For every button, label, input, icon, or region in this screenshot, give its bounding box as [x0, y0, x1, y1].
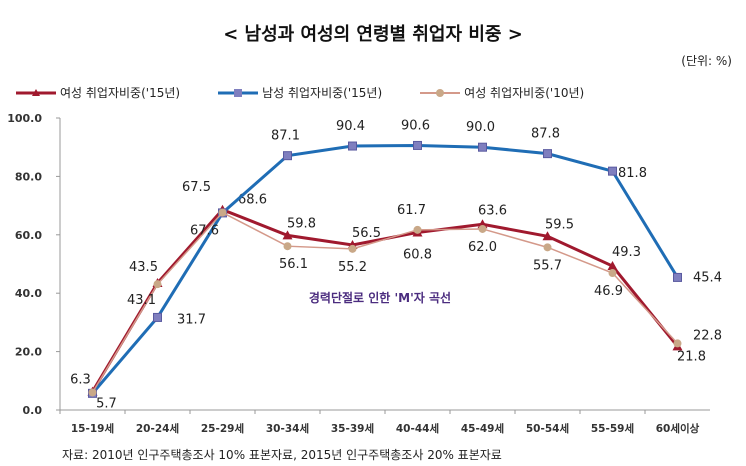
x-tick-label: 35-39세: [331, 422, 374, 435]
x-tick-label: 45-49세: [461, 422, 504, 435]
series-line-1: [91, 143, 679, 395]
data-point: [218, 208, 227, 217]
x-tick-label: 15-19세: [71, 422, 114, 435]
data-point: [478, 142, 487, 152]
source-note: 자료: 2010년 인구주택총조사 10% 표본자료, 2015년 인구주택총조…: [62, 448, 502, 462]
annotation: 경력단절로 인한 'M'자 곡선: [309, 290, 451, 305]
y-tick-label: 80.0: [15, 170, 42, 183]
x-tick-label: 50-54세: [526, 422, 569, 435]
data-point: [478, 224, 487, 233]
data-point: [673, 339, 682, 348]
data-point: [283, 151, 292, 161]
x-tick-label: 25-29세: [201, 422, 244, 435]
data-label: 56.1: [279, 257, 308, 272]
data-point: [543, 243, 552, 252]
data-point: [542, 231, 553, 241]
data-label: 43.1: [127, 293, 156, 308]
y-tick-label: 0.0: [23, 404, 43, 417]
x-tick-label: 30-34세: [266, 422, 309, 435]
data-label: 31.7: [177, 312, 206, 327]
legend-label: 여성 취업자비중('15년): [60, 86, 181, 100]
data-point: [413, 225, 422, 234]
x-tick-label: 55-59세: [591, 422, 634, 435]
data-point: [543, 149, 552, 159]
data-label: 21.8: [677, 349, 706, 364]
data-label: 62.0: [468, 240, 497, 255]
y-tick-label: 100.0: [7, 112, 42, 125]
legend-label: 여성 취업자비중('10년): [464, 86, 585, 100]
data-point: [283, 242, 292, 251]
data-label: 59.5: [545, 217, 574, 232]
data-label: 22.8: [693, 328, 722, 343]
legend-item-female-15: 여성 취업자비중('15년): [16, 84, 180, 101]
data-label: 90.0: [466, 120, 495, 135]
x-tick-label: 60세이상: [656, 422, 700, 435]
data-point: [282, 230, 293, 240]
y-tick-label: 40.0: [15, 287, 42, 300]
data-point: [153, 280, 162, 289]
data-label: 87.1: [271, 129, 300, 144]
data-label: 59.8: [287, 216, 316, 231]
legend: 여성 취업자비중('15년) 남성 취업자비중('15년) 여성 취업자비중('…: [16, 84, 584, 101]
data-point: [608, 269, 617, 278]
data-label: 56.5: [352, 226, 381, 241]
y-tick-label: 20.0: [15, 346, 42, 359]
legend-label: 남성 취업자비중('15년): [262, 86, 383, 100]
data-label: 5.7: [96, 396, 117, 411]
data-point: [88, 388, 97, 397]
data-label: 87.8: [531, 127, 560, 142]
data-point: [607, 261, 618, 271]
data-label: 67.5: [182, 180, 211, 195]
legend-marker-circle-icon: [420, 88, 461, 97]
data-label: 67.6: [190, 224, 219, 239]
data-label: 43.5: [129, 260, 158, 275]
data-point: [153, 312, 162, 322]
data-label: 81.8: [618, 166, 647, 181]
x-tick-label: 40-44세: [396, 422, 439, 435]
data-point: [413, 140, 422, 150]
series-line-2: [91, 211, 679, 393]
data-label: 68.6: [238, 193, 267, 208]
data-label: 45.4: [693, 270, 722, 285]
data-label: 46.9: [594, 284, 623, 299]
chart-title: < 남성과 여성의 연령별 취업자 비중 >: [223, 24, 523, 45]
data-label: 55.2: [338, 260, 367, 275]
legend-item-male-15: 남성 취업자비중('15년): [218, 84, 382, 101]
data-label: 49.3: [612, 245, 641, 260]
data-label: 55.7: [533, 258, 562, 273]
legend-item-female-10: 여성 취업자비중('10년): [420, 84, 584, 101]
data-label: 90.6: [401, 118, 430, 133]
y-tick-label: 60.0: [15, 229, 42, 242]
x-tick-label: 20-24세: [136, 422, 179, 435]
data-label: 6.3: [70, 373, 91, 388]
data-point: [608, 166, 617, 176]
data-point: [348, 141, 357, 151]
data-point: [348, 244, 357, 253]
unit-label: (단위: %): [681, 54, 732, 68]
data-label: 60.8: [403, 247, 432, 262]
data-point: [673, 272, 682, 282]
legend-marker-square-icon: [218, 88, 259, 97]
data-label: 63.6: [478, 203, 507, 218]
data-label: 61.7: [397, 203, 426, 218]
legend-marker-triangle-icon: [16, 88, 56, 96]
data-label: 90.4: [336, 119, 365, 134]
